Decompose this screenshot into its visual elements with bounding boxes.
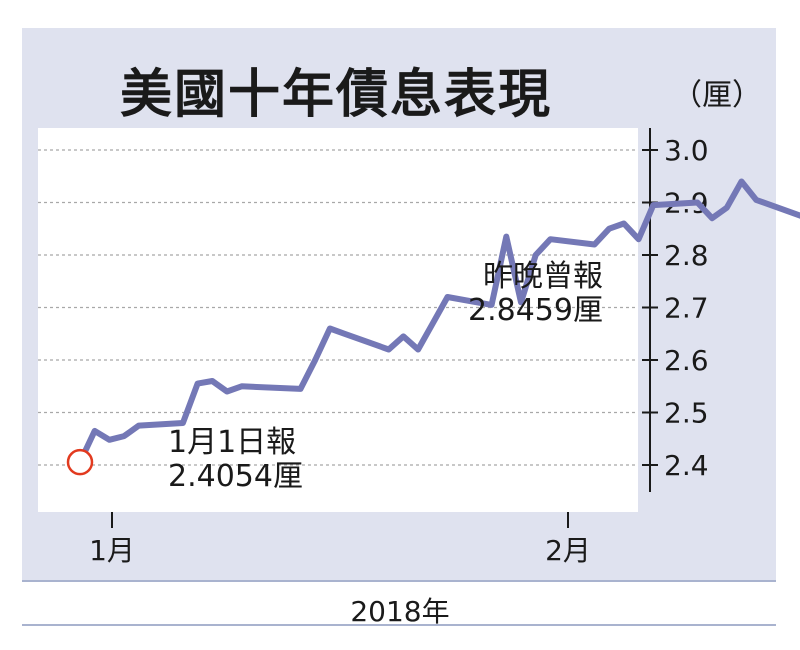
bottom-divider: [22, 624, 776, 626]
annotation-start-line2: 2.4054厘: [168, 459, 303, 494]
annotation-start: 1月1日報 2.4054厘: [168, 426, 303, 494]
y-tick-label-0: 3.0: [664, 134, 709, 167]
marker-0: [66, 448, 94, 476]
endpoint-markers: [66, 448, 94, 476]
annotation-end-line2: 2.8459厘: [468, 293, 603, 328]
unit-label: （厘）: [672, 78, 762, 113]
x-tick-label-0: 1月: [89, 534, 135, 567]
plot-area: [38, 128, 638, 512]
annotation-end-line1: 昨晚曾報: [482, 259, 603, 294]
x-tick-label-1: 2月: [545, 534, 591, 567]
y-tick-label-5: 2.5: [664, 397, 709, 430]
top-divider: [22, 580, 776, 582]
y-tick-label-2: 2.8: [664, 239, 709, 272]
y-tick-label-6: 2.4: [664, 449, 709, 482]
y-axis-ticks: 3.02.92.82.72.62.52.4: [642, 134, 709, 482]
y-tick-label-4: 2.6: [664, 344, 709, 377]
annotation-end: 昨晚曾報 2.8459厘: [468, 260, 603, 328]
series-line: [77, 178, 800, 466]
chart-title: 美國十年債息表現: [120, 64, 553, 125]
annotation-start-line1: 1月1日報: [168, 425, 297, 460]
x-axis-ticks: 1月 2月: [89, 512, 591, 567]
y-tick-label-3: 2.7: [664, 292, 709, 325]
x-axis-label: 2018年: [350, 595, 450, 628]
